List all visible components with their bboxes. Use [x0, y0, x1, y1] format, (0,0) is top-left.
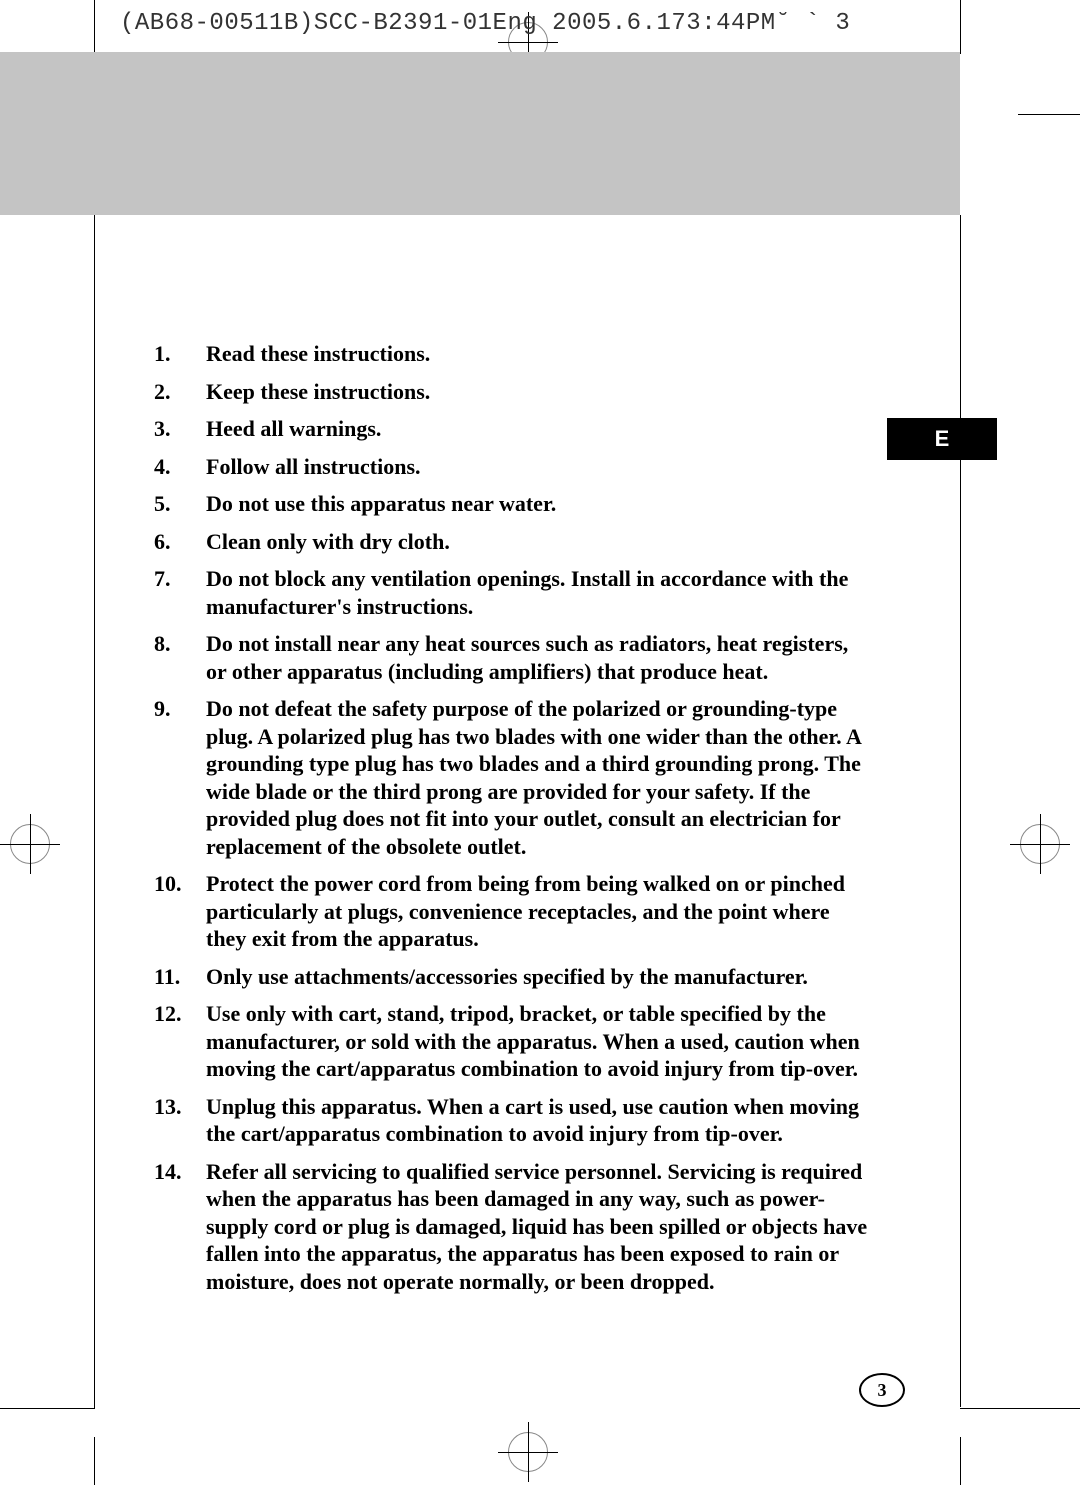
instruction-number: 11.	[154, 963, 206, 991]
instruction-text: Refer all servicing to qualified service…	[206, 1158, 874, 1296]
instruction-item: 7.Do not block any ventilation openings.…	[154, 565, 874, 620]
instruction-number: 14.	[154, 1158, 206, 1296]
crop-line	[960, 215, 961, 1407]
instruction-item: 8.Do not install near any heat sources s…	[154, 630, 874, 685]
instruction-text: Do not use this apparatus near water.	[206, 490, 874, 518]
instruction-item: 10.Protect the power cord from being fro…	[154, 870, 874, 953]
registration-cross	[0, 844, 60, 845]
instruction-item: 12.Use only with cart, stand, tripod, br…	[154, 1000, 874, 1083]
instruction-number: 9.	[154, 695, 206, 860]
instruction-number: 4.	[154, 453, 206, 481]
instruction-item: 6.Clean only with dry cloth.	[154, 528, 874, 556]
instruction-item: 5.Do not use this apparatus near water.	[154, 490, 874, 518]
instruction-text: Only use attachments/accessories specifi…	[206, 963, 874, 991]
crop-line	[94, 0, 95, 54]
registration-cross	[498, 42, 558, 43]
crop-line	[0, 1408, 94, 1409]
instruction-item: 11.Only use attachments/accessories spec…	[154, 963, 874, 991]
crop-line	[960, 0, 961, 54]
crop-line	[960, 1437, 961, 1485]
instruction-item: 2.Keep these instructions.	[154, 378, 874, 406]
instruction-number: 5.	[154, 490, 206, 518]
instruction-text: Keep these instructions.	[206, 378, 874, 406]
instruction-text: Do not block any ventilation openings. I…	[206, 565, 874, 620]
instruction-item: 13.Unplug this apparatus. When a cart is…	[154, 1093, 874, 1148]
instruction-text: Follow all instructions.	[206, 453, 874, 481]
content-area: 1.Read these instructions.2.Keep these i…	[154, 340, 874, 1305]
instruction-item: 3.Heed all warnings.	[154, 415, 874, 443]
instruction-item: 14.Refer all servicing to qualified serv…	[154, 1158, 874, 1296]
page-number-value: 3	[878, 1380, 887, 1401]
crop-line	[1018, 114, 1080, 115]
instruction-number: 10.	[154, 870, 206, 953]
instruction-text: Protect the power cord from being from b…	[206, 870, 874, 953]
instruction-text: Unplug this apparatus. When a cart is us…	[206, 1093, 874, 1148]
instruction-number: 3.	[154, 415, 206, 443]
crop-line	[94, 1437, 95, 1485]
instruction-text: Do not defeat the safety purpose of the …	[206, 695, 874, 860]
banner	[0, 52, 960, 215]
instruction-number: 2.	[154, 378, 206, 406]
crop-line	[94, 214, 95, 1409]
language-tab: E	[887, 418, 997, 460]
instruction-text: Use only with cart, stand, tripod, brack…	[206, 1000, 874, 1083]
instruction-number: 6.	[154, 528, 206, 556]
crop-line	[960, 1408, 1080, 1409]
language-tab-label: E	[935, 426, 950, 452]
instruction-number: 8.	[154, 630, 206, 685]
instruction-text: Clean only with dry cloth.	[206, 528, 874, 556]
instruction-text: Heed all warnings.	[206, 415, 874, 443]
registration-cross	[498, 1452, 558, 1453]
instruction-number: 13.	[154, 1093, 206, 1148]
instruction-number: 7.	[154, 565, 206, 620]
instruction-text: Read these instructions.	[206, 340, 874, 368]
instruction-item: 1.Read these instructions.	[154, 340, 874, 368]
instruction-list: 1.Read these instructions.2.Keep these i…	[154, 340, 874, 1295]
instruction-item: 4.Follow all instructions.	[154, 453, 874, 481]
header-filename: (AB68-00511B)SCC-B2391-01Eng 2005.6.173:…	[120, 10, 850, 37]
page-number: 3	[859, 1373, 905, 1407]
registration-cross	[1010, 844, 1070, 845]
instruction-number: 12.	[154, 1000, 206, 1083]
instruction-item: 9.Do not defeat the safety purpose of th…	[154, 695, 874, 860]
instruction-text: Do not install near any heat sources suc…	[206, 630, 874, 685]
instruction-number: 1.	[154, 340, 206, 368]
